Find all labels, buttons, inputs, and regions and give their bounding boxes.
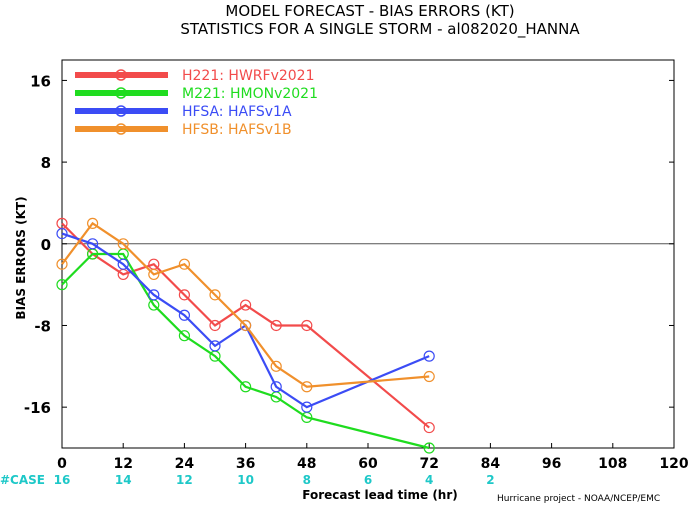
legend-label: HFSB: HAFSv1B	[182, 122, 292, 138]
case-count: 16	[54, 473, 71, 487]
data-point	[209, 319, 221, 332]
x-tick-label: 84	[481, 456, 501, 472]
data-point	[178, 330, 190, 342]
x-axis-label: Forecast lead time (hr)	[302, 488, 458, 502]
series-line	[61, 252, 430, 450]
data-point	[209, 340, 221, 352]
y-axis-label: BIAS ERRORS (KT)	[14, 196, 28, 319]
y-tick-label: 0	[41, 236, 51, 254]
data-point	[240, 381, 252, 393]
chart-subtitle: STATISTICS FOR A SINGLE STORM - al082020…	[180, 20, 580, 39]
x-tick-label: 48	[297, 456, 316, 472]
x-axis-ticks: 0 12 24 36 48 60 72 84 96 108 120	[57, 443, 689, 472]
data-point	[301, 319, 313, 332]
data-point	[423, 421, 435, 434]
data-point	[301, 401, 313, 413]
series-line	[61, 221, 430, 388]
x-tick-label: 60	[358, 456, 378, 472]
data-point	[56, 279, 68, 291]
data-point	[423, 370, 435, 383]
data-point	[178, 309, 190, 321]
legend-marker	[115, 69, 127, 81]
x-tick-label: 108	[598, 456, 627, 472]
data-point	[270, 319, 282, 332]
y-tick-label: 16	[30, 72, 51, 90]
case-counts: 16 14 12 10 8 6 4 2	[54, 473, 495, 487]
data-point	[178, 258, 190, 270]
series-line	[61, 222, 430, 429]
case-count: 12	[176, 473, 193, 487]
legend-item: HFSA: HAFSv1A	[75, 104, 292, 120]
chart-title: MODEL FORECAST - BIAS ERRORS (KT)	[225, 2, 514, 20]
data-point	[148, 268, 160, 281]
case-count: 10	[237, 473, 254, 487]
legend-marker	[115, 87, 127, 99]
legend-marker	[115, 123, 127, 135]
legend-label: M221: HMONv2021	[182, 86, 318, 102]
legend-marker	[115, 105, 127, 117]
legend-item: H221: HWRFv2021	[75, 68, 314, 84]
series-line	[61, 232, 430, 409]
data-point	[240, 299, 252, 311]
y-axis-ticks: -16 -8 0 8 16	[24, 72, 674, 417]
legend: H221: HWRFv2021 M221: HMONv2021 HFSA: HAFS…	[75, 68, 318, 138]
y-tick-label: -16	[24, 399, 51, 417]
series-4	[56, 217, 435, 393]
legend-label: H221: HWRFv2021	[182, 68, 314, 84]
data-point	[86, 238, 99, 250]
case-count: 6	[364, 473, 372, 487]
case-count: 4	[425, 473, 433, 487]
data-point	[148, 289, 160, 301]
data-point	[117, 238, 129, 250]
data-point	[423, 442, 435, 454]
data-point	[240, 319, 252, 332]
series-layer	[56, 217, 435, 454]
data-point	[270, 381, 282, 393]
case-count: 14	[115, 473, 132, 487]
legend-item: M221: HMONv2021	[75, 86, 318, 102]
legend-item: HFSB: HAFSv1B	[75, 122, 292, 138]
data-point	[86, 217, 99, 229]
x-tick-label: 72	[419, 456, 438, 472]
data-point	[209, 289, 221, 301]
data-point	[270, 360, 282, 372]
case-count: 8	[303, 473, 311, 487]
credit-text: Hurricane project - NOAA/NCEP/EMC	[497, 494, 660, 504]
x-tick-label: 120	[659, 456, 688, 472]
legend-label: HFSA: HAFSv1A	[182, 104, 292, 120]
case-count: 2	[486, 473, 494, 487]
y-tick-label: 8	[41, 154, 51, 172]
plot-frame	[61, 59, 675, 449]
x-tick-label: 12	[113, 456, 132, 472]
data-point	[117, 258, 129, 270]
data-point	[301, 381, 313, 393]
data-point	[56, 258, 68, 270]
series-2	[56, 248, 435, 454]
y-tick-label: -8	[34, 317, 51, 335]
data-point	[56, 227, 68, 240]
x-tick-label: 36	[236, 456, 255, 472]
x-tick-label: 24	[175, 456, 195, 472]
data-point	[423, 350, 435, 362]
x-tick-label: 96	[542, 456, 561, 472]
x-tick-label: 0	[57, 456, 67, 472]
data-point	[178, 289, 190, 301]
case-label: #CASE	[0, 473, 45, 487]
